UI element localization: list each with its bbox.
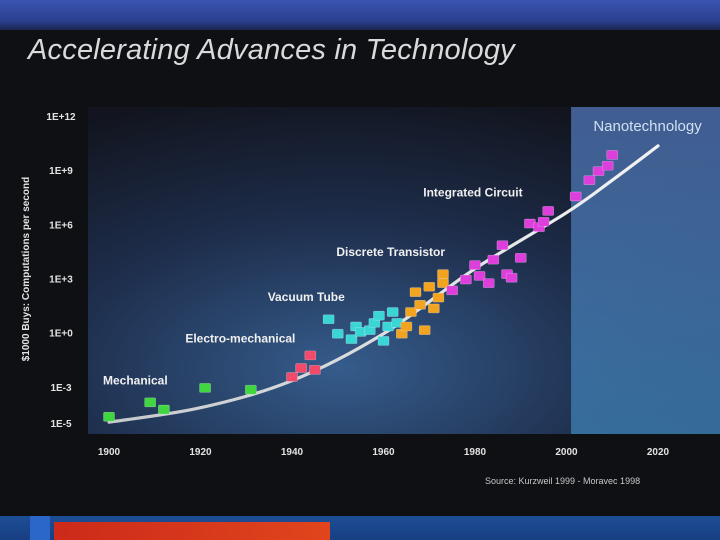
y-axis-label: $1000 Buys: Computations per second [21,177,32,362]
x-tick-label: 2020 [647,447,670,458]
page-title: Accelerating Advances in Technology [28,34,515,66]
data-point-nanotechnology [592,166,605,176]
y-tick-label: 1E-3 [50,383,72,394]
data-point-vacuum-tube [331,328,344,339]
data-point-mechanical [144,397,156,408]
data-point-vacuum-tube [373,310,385,321]
era-label: Electro-mechanical [185,332,295,346]
data-point-electro-mechanical [295,363,307,373]
data-point-integrated-circuit [537,216,550,227]
nanotech-region [571,107,720,434]
data-point-discrete-transistor [414,300,426,310]
data-point-vacuum-tube [322,314,335,325]
data-point-vacuum-tube [345,334,358,344]
data-point-nanotechnology [583,175,596,186]
source-note: Source: Kurzweil 1999 - Moravec 1998 [485,476,640,486]
y-tick-label: 1E-5 [50,419,72,430]
data-point-discrete-transistor [409,287,422,297]
data-point-integrated-circuit [473,271,486,281]
data-point-discrete-transistor [418,325,431,335]
y-tick-label: 1E+3 [49,275,73,286]
data-point-mechanical [245,384,257,395]
y-tick-label: 1E+9 [49,166,73,177]
x-tick-label: 1980 [464,447,487,458]
data-point-mechanical [158,404,170,415]
data-point-nanotechnology [601,160,614,171]
data-point-integrated-circuit [487,254,500,265]
bottom-accent-block [30,516,50,540]
data-point-mechanical [199,383,211,393]
data-point-electro-mechanical [286,372,298,382]
data-point-integrated-circuit [505,272,518,283]
data-point-nanotechnology [569,191,582,202]
y-tick-label: 1E+0 [49,329,73,340]
x-tick-label: 2000 [555,447,578,458]
x-tick-label: 1900 [98,447,121,458]
y-tick-label: 1E+12 [46,112,76,123]
data-point-integrated-circuit [482,278,495,288]
data-point-discrete-transistor [437,278,449,288]
data-point-integrated-circuit [496,240,509,251]
x-tick-label: 1940 [281,447,304,458]
data-point-vacuum-tube [377,336,390,346]
data-point-discrete-transistor [405,307,417,317]
y-tick-label: 1E+6 [49,220,73,231]
era-label: Vacuum Tube [268,290,345,304]
data-point-discrete-transistor [400,321,413,332]
bottom-banner [0,516,720,540]
data-point-discrete-transistor [428,303,440,314]
data-point-mechanical [103,411,115,422]
data-point-integrated-circuit [460,274,472,285]
top-banner [0,0,720,30]
data-point-electro-mechanical [309,365,321,375]
era-label: Mechanical [103,373,168,387]
era-label: Integrated Circuit [423,185,522,199]
data-point-discrete-transistor [437,269,449,279]
data-point-nanotechnology [606,150,619,160]
x-tick-label: 1920 [189,447,212,458]
bottom-red-bar [54,522,330,540]
data-point-discrete-transistor [423,281,436,292]
era-label: Discrete Transistor [336,245,445,259]
nanotech-region-label: Nanotechnology [593,118,702,135]
data-point-vacuum-tube [386,307,399,317]
data-point-integrated-circuit [514,253,527,263]
data-point-integrated-circuit [542,206,555,216]
data-point-discrete-transistor [432,292,445,303]
x-tick-label: 1960 [372,447,395,458]
data-point-integrated-circuit [446,285,458,296]
data-point-electro-mechanical [304,350,317,361]
data-point-integrated-circuit [469,260,481,270]
